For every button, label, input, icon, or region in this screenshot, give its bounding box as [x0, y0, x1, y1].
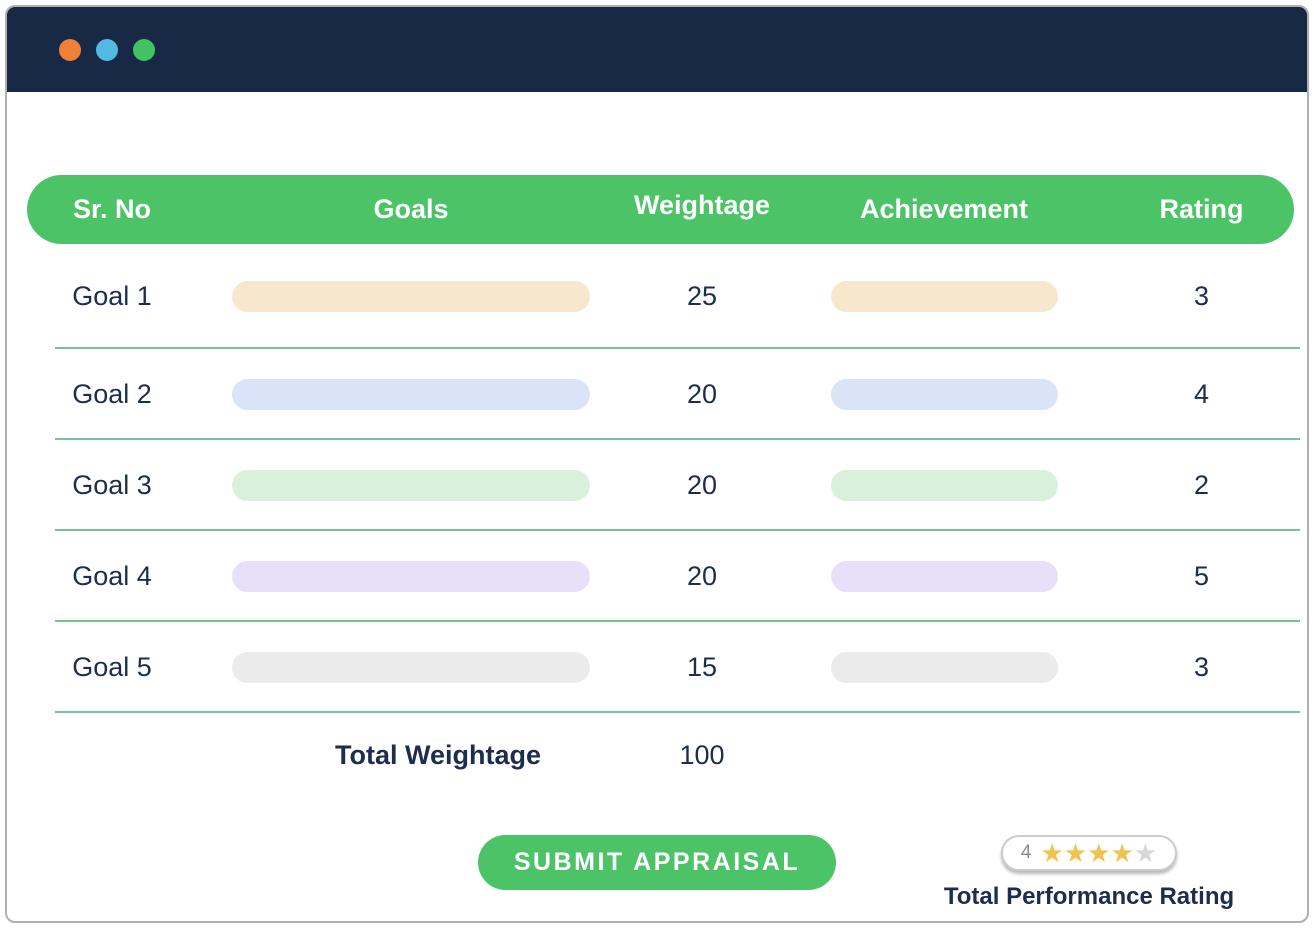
star-filled-icon: ★ [1040, 837, 1064, 868]
table-row: Goal 2 20 4 [27, 349, 1300, 440]
window-control-dot-green[interactable] [133, 38, 155, 61]
submit-button-container: SUBMIT APPRAISAL [7, 835, 1307, 890]
table-row: Goal 1 25 3 [27, 244, 1300, 349]
rating-value: 2 [1193, 470, 1210, 500]
column-header-weightage: Weightage [633, 190, 770, 220]
rating-value: 5 [1193, 561, 1210, 591]
goal-label: Goal 1 [72, 281, 152, 311]
goal-label: Goal 2 [72, 379, 152, 409]
table-row: Goal 5 15 3 [27, 622, 1300, 713]
total-performance-rating-label: Total Performance Rating [943, 883, 1235, 910]
star-filled-icon: ★ [1063, 837, 1088, 868]
window-control-dot-blue[interactable] [96, 38, 118, 61]
achievement-text-placeholder [830, 470, 1058, 501]
star-filled-icon: ★ [1087, 837, 1111, 868]
goal-text-placeholder [232, 470, 590, 501]
weightage-value: 25 [686, 281, 718, 311]
total-weightage-row: Total Weightage 100 [27, 713, 1294, 797]
goal-text-placeholder [232, 652, 590, 683]
total-weightage-label: Total Weightage [334, 739, 541, 770]
rating-value: 3 [1193, 281, 1210, 311]
weightage-value: 20 [686, 470, 718, 500]
star-filled-icon: ★ [1110, 837, 1134, 868]
achievement-text-placeholder [830, 379, 1058, 410]
table-row: Goal 3 20 2 [27, 440, 1300, 531]
goal-label: Goal 4 [72, 561, 152, 591]
appraisal-table-body: Goal 1 25 3 Goal 2 20 4 Goal 3 20 2 [27, 244, 1300, 713]
achievement-text-placeholder [830, 561, 1058, 592]
goal-label: Goal 3 [72, 470, 152, 500]
window-control-dot-orange[interactable] [59, 38, 81, 61]
appraisal-table-header: Sr. No Goals Weightage Achievement Ratin… [27, 175, 1294, 244]
submit-appraisal-button[interactable]: SUBMIT APPRAISAL [477, 835, 837, 890]
weightage-value: 20 [686, 379, 718, 409]
total-weightage-value: 100 [679, 739, 725, 770]
goal-label: Goal 5 [72, 652, 152, 682]
window-titlebar [7, 7, 1307, 92]
rating-value: 4 [1193, 379, 1210, 409]
achievement-text-placeholder [830, 652, 1058, 683]
goal-text-placeholder [232, 379, 590, 410]
star-rating-icons: ★★★★★ [1041, 840, 1158, 867]
star-rating-pill: 4 ★★★★★ [1000, 835, 1178, 871]
rating-value: 3 [1193, 652, 1210, 682]
goal-text-placeholder [232, 281, 590, 312]
column-header-achievement: Achievement [859, 194, 1029, 224]
weightage-value: 20 [686, 561, 718, 591]
browser-window: Sr. No Goals Weightage Achievement Ratin… [5, 5, 1309, 923]
star-empty-icon: ★ [1133, 837, 1158, 868]
total-performance-rating-widget: 4 ★★★★★ Total Performance Rating [929, 835, 1249, 911]
rating-number: 4 [1020, 842, 1032, 863]
weightage-value: 15 [686, 652, 718, 682]
page-content: Sr. No Goals Weightage Achievement Ratin… [7, 175, 1307, 921]
column-header-sr-no: Sr. No [72, 194, 152, 224]
table-row: Goal 4 20 5 [27, 531, 1300, 622]
column-header-rating: Rating [1159, 194, 1244, 224]
goal-text-placeholder [232, 561, 590, 592]
column-header-goals: Goals [373, 194, 449, 224]
achievement-text-placeholder [830, 281, 1058, 312]
